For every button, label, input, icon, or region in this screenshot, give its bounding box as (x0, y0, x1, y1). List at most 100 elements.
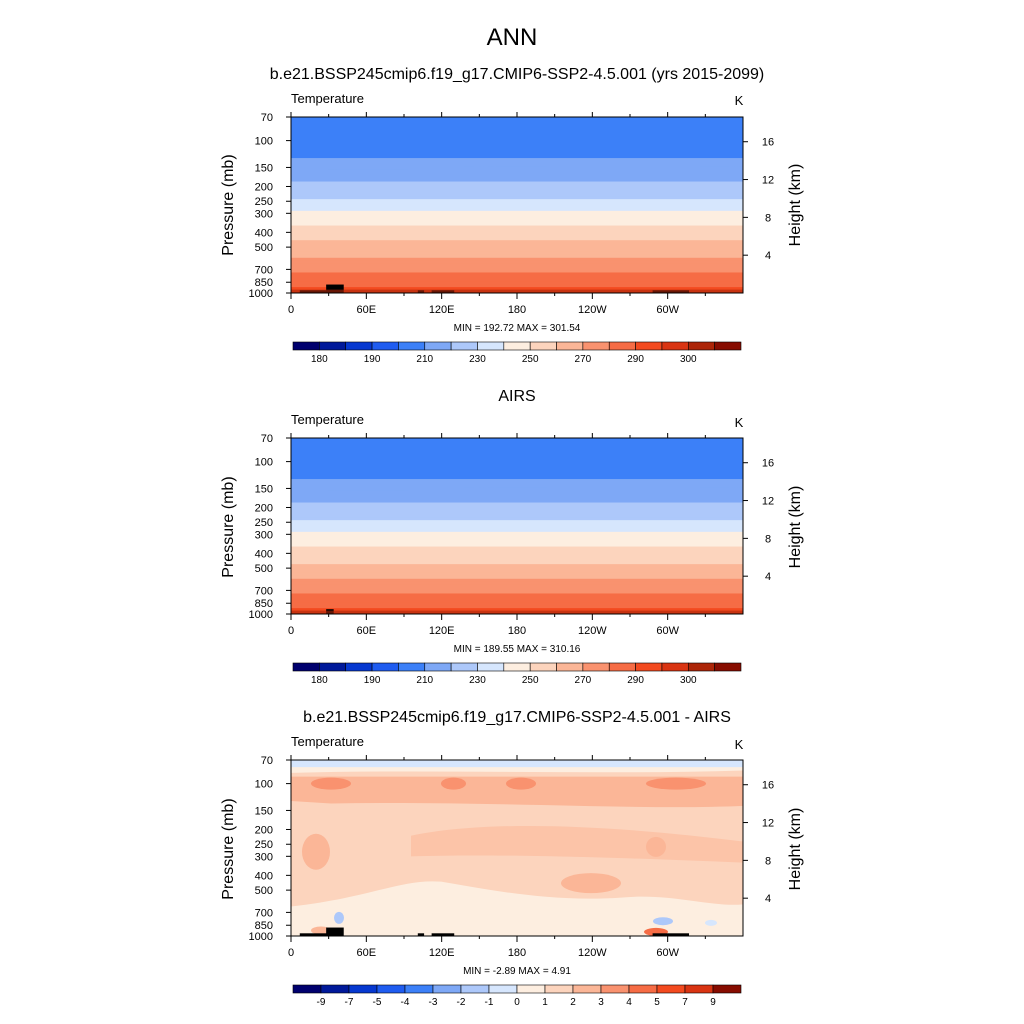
contour-band (291, 178, 743, 183)
panel-obs: AIRS Temperature K 0 60E 120E 180 120W 60W 70 1… (220, 388, 804, 686)
contour-band (291, 526, 743, 530)
x-tick-label: 0 (288, 947, 294, 959)
colorbar-swatch (345, 662, 373, 672)
colorbar-label: 2 (570, 997, 576, 1008)
y-tick-label: 850 (255, 598, 273, 610)
colorbar-swatch (600, 984, 630, 994)
contour-band (291, 234, 743, 238)
contour-band (291, 231, 743, 235)
y-tick-label: 400 (255, 227, 273, 239)
contour-band (291, 482, 743, 486)
contour-band (291, 575, 743, 580)
colorbar-swatch (398, 662, 426, 672)
colorbar-label: 300 (680, 675, 697, 686)
x-tick-label: 60W (656, 625, 679, 637)
contour-band (291, 219, 743, 224)
y-tick-label: 400 (255, 548, 273, 560)
contour-band (291, 531, 743, 536)
x-tick-label: 120W (578, 625, 607, 637)
colorbar-swatch (503, 341, 531, 351)
contour-band (291, 440, 743, 445)
topography (652, 933, 690, 936)
contour-band (291, 117, 743, 121)
y-right-tick-label: 16 (762, 137, 774, 149)
colorbar-swatch (529, 662, 557, 672)
contour-band (705, 919, 717, 926)
x-tick-label: 60W (656, 947, 679, 959)
y-tick-label: 200 (255, 824, 273, 836)
colorbar-label: 180 (311, 354, 328, 365)
colorbar-label: -9 (317, 997, 326, 1008)
contour-band (291, 499, 743, 504)
units-label: K (735, 415, 744, 430)
y-tick-label: 500 (255, 563, 273, 575)
colorbar-swatch (582, 341, 610, 351)
contour-band (291, 602, 743, 606)
contour-band (334, 911, 344, 924)
colorbar-label: -2 (457, 997, 466, 1008)
contour-band (291, 452, 743, 457)
contour-band (441, 777, 466, 790)
y-right-tick-label: 16 (762, 458, 774, 470)
y-tick-label: 150 (255, 483, 273, 495)
topography (299, 933, 337, 936)
variable-label: Temperature (291, 412, 364, 427)
contour-band (291, 479, 743, 483)
colorbar-swatch (516, 984, 546, 994)
x-tick-label: 120E (429, 625, 455, 637)
contour-band (291, 272, 743, 276)
contour-line (291, 165, 743, 170)
contour-band (291, 122, 743, 127)
colorbar-label: 300 (680, 354, 697, 365)
colorbar-label: 290 (627, 354, 644, 365)
contour-band (291, 128, 743, 133)
contour-band (291, 520, 743, 524)
colorbar-label: 1 (542, 997, 548, 1008)
y-tick-label: 700 (255, 907, 273, 919)
colorbar-swatch (687, 662, 715, 672)
colorbar-label: 7 (682, 997, 688, 1008)
colorbar-swatch (572, 984, 602, 994)
colorbar-swatch (477, 341, 505, 351)
colorbar-swatch (450, 662, 478, 672)
contour-band (291, 511, 743, 515)
y-right-tick-label: 12 (762, 818, 774, 830)
contour-band (291, 496, 743, 501)
y-tick-label: 100 (255, 457, 273, 469)
contour-band (291, 190, 743, 194)
contour-band (291, 570, 743, 574)
contour-band (291, 552, 743, 556)
topography (417, 933, 425, 936)
contour-band (291, 543, 743, 548)
contour-band (291, 257, 743, 262)
colorbar-swatch (319, 341, 347, 351)
contour-band (291, 228, 743, 232)
contour-band (291, 464, 743, 468)
y-tick-label: 700 (255, 585, 273, 597)
y-tick-label: 150 (255, 805, 273, 817)
panel-diff: b.e21.BSSP245cmip6.f19_g17.CMIP6-SSP2-4.… (220, 709, 804, 1008)
colorbar-swatch (635, 341, 663, 351)
contour-band (291, 213, 743, 218)
contour-band (291, 251, 743, 256)
colorbar-label: -7 (345, 997, 354, 1008)
contour-band (291, 216, 743, 221)
contour-band (291, 172, 743, 177)
contour-band (291, 287, 743, 291)
contour-band (291, 119, 743, 124)
contour-band (291, 558, 743, 562)
contour-band (302, 833, 330, 870)
contour-band (291, 187, 743, 191)
contour-band (291, 169, 743, 174)
x-tick-label: 180 (508, 947, 526, 959)
colorbar-swatch (628, 984, 658, 994)
y-tick-label: 850 (255, 277, 273, 289)
colorbar-swatch (424, 662, 452, 672)
colorbar-label: 250 (522, 354, 539, 365)
contour-band (291, 289, 743, 293)
contour-band (311, 777, 351, 790)
colorbar-swatch (661, 341, 689, 351)
panel-title: b.e21.BSSP245cmip6.f19_g17.CMIP6-SSP2-4.… (303, 709, 731, 726)
contour-band (291, 284, 743, 288)
colorbar-swatch (348, 984, 378, 994)
